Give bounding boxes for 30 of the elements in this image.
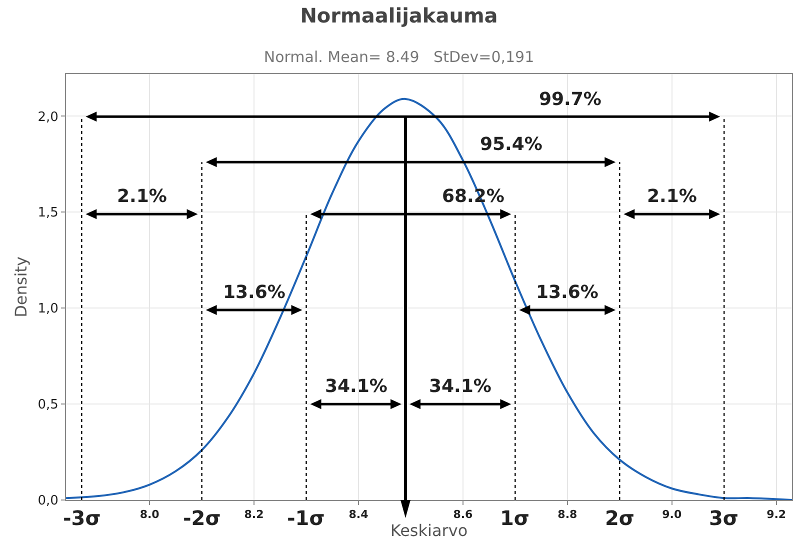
y-tick-label: 1,5 — [38, 206, 58, 221]
ref-line-label: 3σ — [709, 506, 738, 530]
ref-line-label: -3σ — [63, 506, 101, 530]
ref-line-label: -2σ — [183, 506, 221, 530]
y-axis-title: Density — [12, 256, 31, 318]
y-tick-label: 0,0 — [38, 494, 58, 509]
annotation: 34.1% — [429, 376, 492, 397]
y-tick-label: 2,0 — [38, 110, 58, 125]
ref-line-label: 1σ — [500, 506, 530, 530]
annotation: 2.1% — [647, 186, 697, 207]
annotation: 13.6% — [536, 282, 598, 303]
x-tick-label: 8.8 — [558, 508, 578, 522]
annotation: 34.1% — [325, 376, 388, 397]
annotation: 2.1% — [117, 186, 167, 207]
annotation: 99.7% — [539, 89, 602, 110]
y-tick-label: 0,5 — [38, 398, 58, 413]
chart-subtitle: Normal. Mean= 8.49 StDev=0,191 — [264, 48, 534, 66]
x-tick-label: 9.0 — [662, 508, 682, 522]
ref-line-label: -1σ — [287, 506, 325, 530]
x-tick-label: 9.2 — [766, 508, 786, 522]
annotation: 13.6% — [223, 282, 286, 303]
x-tick-label: 8.2 — [244, 508, 264, 522]
y-tick-label: 1,0 — [38, 302, 58, 317]
x-tick-label: 8.6 — [453, 508, 474, 522]
x-tick-label: 8.0 — [140, 508, 160, 522]
x-axis-title: Keskiarvo — [390, 521, 468, 540]
x-tick-label: 8.4 — [348, 508, 369, 522]
ref-line-label: 2σ — [605, 506, 634, 530]
annotation: 95.4% — [480, 134, 542, 155]
chart-title: Normaalijakauma — [300, 3, 498, 28]
